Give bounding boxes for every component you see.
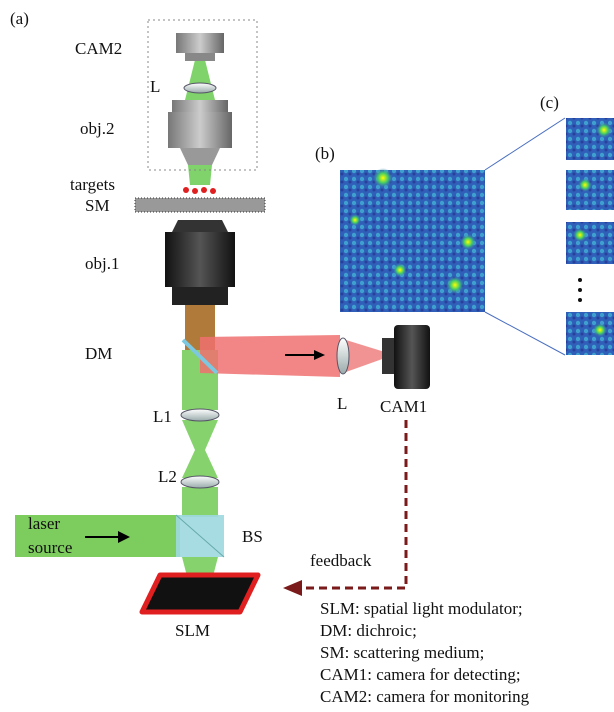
label: targets — [70, 175, 115, 194]
label: CAM2 — [75, 39, 122, 58]
panel-label: (b) — [315, 144, 335, 163]
objective-2 — [168, 100, 232, 165]
setup-diagram: (a) (b) (c) CAM2 L obj.2 targets SM obj.… — [0, 0, 614, 712]
legend-item: CAM1: camera for detecting; — [320, 665, 521, 684]
connector-lines — [485, 118, 565, 355]
label: SM — [85, 196, 110, 215]
speckle-crops — [566, 118, 614, 355]
panel-label: (a) — [10, 9, 29, 28]
speckle-image — [340, 168, 485, 312]
objective-1 — [165, 220, 235, 305]
label: obj.1 — [85, 254, 119, 273]
label: laser — [28, 514, 60, 533]
lens — [181, 476, 219, 488]
label: DM — [85, 344, 112, 363]
label: BS — [242, 527, 263, 546]
scattering-medium — [135, 198, 265, 212]
panel-label: (c) — [540, 93, 559, 112]
slm — [142, 575, 258, 612]
cam1-camera — [382, 325, 430, 389]
lens — [337, 338, 349, 374]
label: L1 — [153, 407, 172, 426]
legend-item: CAM2: camera for monitoring — [320, 687, 530, 706]
targets-dots — [183, 187, 216, 194]
label: SLM — [175, 621, 210, 640]
label: obj.2 — [80, 119, 114, 138]
ellipsis — [578, 278, 582, 302]
beam-splitter — [176, 515, 224, 557]
label: L2 — [158, 467, 177, 486]
legend-item: SLM: spatial light modulator; — [320, 599, 523, 618]
lens — [184, 83, 216, 93]
legend: SLM: spatial light modulator; DM: dichroi… — [320, 599, 530, 706]
label: feedback — [310, 551, 372, 570]
label: L — [337, 394, 347, 413]
label: source — [28, 538, 72, 557]
label: CAM1 — [380, 397, 427, 416]
label: L — [150, 77, 160, 96]
legend-item: SM: scattering medium; — [320, 643, 484, 662]
cam2-camera — [176, 33, 224, 61]
lens — [181, 409, 219, 421]
legend-item: DM: dichroic; — [320, 621, 417, 640]
